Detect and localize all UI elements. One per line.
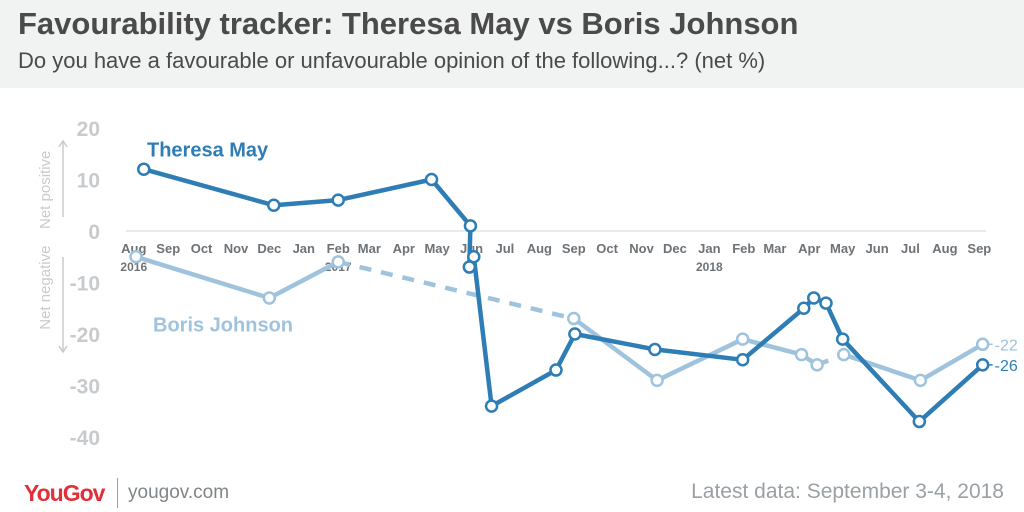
x-tick-label: Feb xyxy=(327,241,350,256)
up-arrow-icon xyxy=(58,139,68,148)
favourability-line-chart: 20 10 0 -10 -20 -30 -40 Net positive Net negativ… xyxy=(37,118,1018,450)
x-tick-label: Jun xyxy=(866,241,889,256)
theresa-may-end-label: -26 xyxy=(995,358,1018,375)
boris-johnson-data-point xyxy=(810,358,824,372)
x-year-label: 2018 xyxy=(696,260,723,274)
chart-title: Favourability tracker: Theresa May vs Bo… xyxy=(18,6,799,41)
boris-johnson-data-point xyxy=(262,291,277,305)
x-tick-label: Jan xyxy=(293,241,315,256)
y-tick-label: -30 xyxy=(70,376,100,399)
x-tick-label: Nov xyxy=(224,241,249,256)
y-tick-label: -20 xyxy=(70,324,100,347)
x-tick-label: Oct xyxy=(191,241,213,256)
x-tick-label: Sep xyxy=(562,241,586,256)
boris-johnson-data-point xyxy=(913,373,928,388)
boris-johnson-data-point xyxy=(331,255,345,269)
y-tick-label: 0 xyxy=(88,221,100,244)
theresa-may-data-point xyxy=(568,327,582,341)
net-negative-label: Net negative xyxy=(37,246,54,330)
y-tick-label: 10 xyxy=(77,170,100,193)
x-tick-label: Mar xyxy=(358,241,381,256)
theresa-may-data-point xyxy=(467,250,481,264)
theresa-may-data-point xyxy=(484,399,499,413)
x-tick-label: Apr xyxy=(393,241,415,256)
boris-johnson-data-point xyxy=(794,347,809,362)
theresa-may-data-point xyxy=(835,332,850,346)
theresa-may-data-point xyxy=(735,353,750,367)
x-tick-label: Jul xyxy=(495,241,514,256)
net-positive-label: Net positive xyxy=(37,151,54,229)
yougov-logo: YouGov xyxy=(24,480,105,506)
boris-johnson-end-label: -22 xyxy=(995,337,1018,354)
y-tick-label: -40 xyxy=(70,427,100,450)
x-tick-label: Nov xyxy=(629,241,654,256)
theresa-may-data-point xyxy=(267,198,281,212)
x-tick-label: Sep xyxy=(156,241,180,256)
x-tick-label: Dec xyxy=(663,241,687,256)
theresa-may-data-point xyxy=(331,193,345,207)
boris-johnson-data-point xyxy=(650,373,664,388)
x-tick-label: Jan xyxy=(698,241,720,256)
theresa-may-data-point xyxy=(807,291,821,305)
theresa-may-data-point xyxy=(549,363,563,377)
boris-johnson-line-segment xyxy=(133,254,341,301)
theresa-may-data-point xyxy=(424,172,439,187)
x-tick-label: Aug xyxy=(932,241,957,256)
x-tick-label: May xyxy=(830,241,856,256)
theresa-may-data-point xyxy=(463,219,478,233)
x-tick-label: Jul xyxy=(901,241,920,256)
theresa-may-data-point xyxy=(648,342,662,357)
latest-data-note: Latest data: September 3-4, 2018 xyxy=(691,480,1004,503)
y-tick-label: -10 xyxy=(70,273,100,296)
x-tick-label: Aug xyxy=(527,241,552,256)
down-arrow-icon xyxy=(58,345,68,354)
theresa-may-data-point xyxy=(819,296,833,310)
boris-johnson-data-point xyxy=(129,250,143,264)
y-tick-label: 20 xyxy=(77,118,100,141)
boris-johnson-data-point xyxy=(567,311,581,326)
theresa-may-data-point xyxy=(975,358,990,372)
x-tick-label: Oct xyxy=(596,241,618,256)
boris-johnson-data-point xyxy=(735,332,750,346)
x-tick-label: Mar xyxy=(763,241,786,256)
x-tick-label: Apr xyxy=(798,241,820,256)
boris-johnson-data-point xyxy=(975,337,990,352)
boris-johnson-dashed-segment xyxy=(337,259,575,321)
footer-divider xyxy=(117,478,118,508)
boris-johnson-data-point xyxy=(837,347,851,362)
legend-label-theresa-may: Theresa May xyxy=(147,139,269,161)
theresa-may-data-point xyxy=(912,414,927,429)
theresa-may-data-point xyxy=(137,162,151,176)
legend-label-boris-johnson: Boris Johnson xyxy=(153,314,293,336)
chart-header: Favourability tracker: Theresa May vs Bo… xyxy=(0,0,1024,88)
x-tick-label: Dec xyxy=(257,241,281,256)
chart-subtitle: Do you have a favourable or unfavourable… xyxy=(18,48,766,73)
footer-site-link[interactable]: yougov.com xyxy=(128,482,230,503)
theresa-may-data-point xyxy=(797,301,811,315)
x-tick-label: May xyxy=(424,241,450,256)
x-tick-label: Sep xyxy=(967,241,991,256)
x-tick-label: Feb xyxy=(732,241,755,256)
x-year-label: 2016 xyxy=(120,260,147,274)
